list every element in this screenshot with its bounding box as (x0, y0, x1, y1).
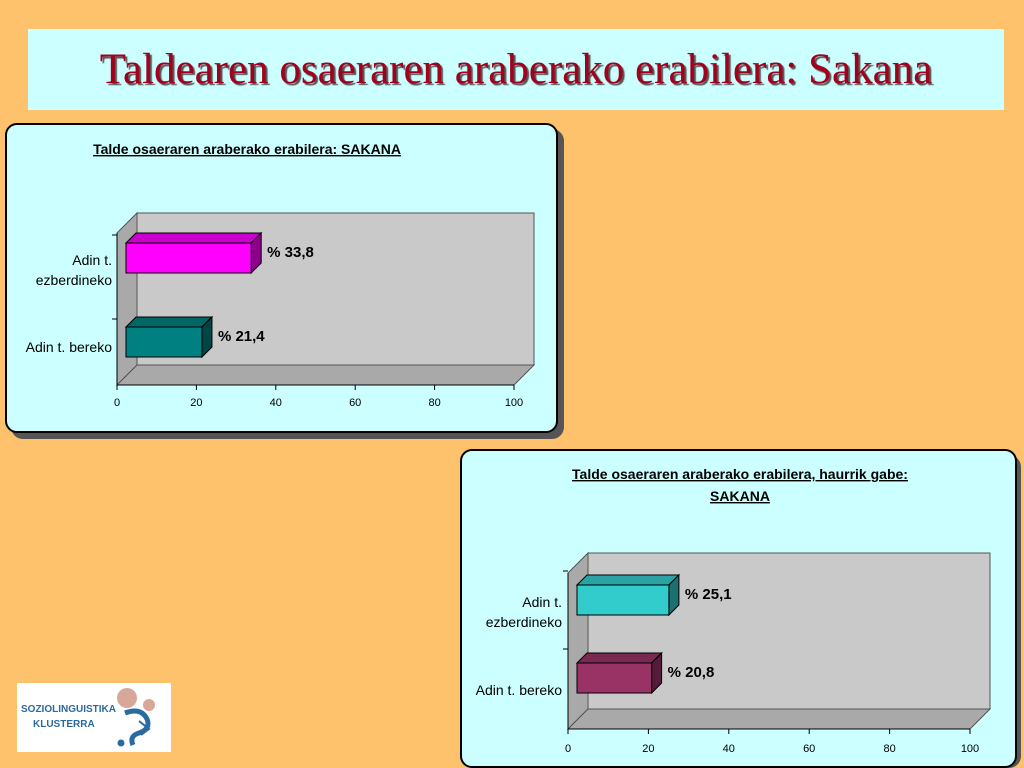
chart-1-x-tick-label: 0 (114, 397, 120, 409)
chart-2-data-label: % 25,1 (685, 586, 732, 603)
chart-1-title: Talde osaeraren araberako erabilera: SAK… (93, 141, 401, 157)
slide-title: Taldearen osaeraren araberako erabilera:… (99, 46, 933, 93)
chart-1-bar-top (124, 316, 214, 328)
chart-2-bar (576, 584, 670, 616)
chart-1-bar (125, 242, 252, 274)
logo-svg: SOZIOLINGUISTIKA KLUSTERRA (21, 688, 155, 747)
chart-1-x-tick-label: 60 (349, 397, 361, 409)
chart-1-x-tick-label: 80 (428, 397, 440, 409)
chart-2-bar-top (575, 652, 663, 664)
chart-1-x-tick-label: 100 (505, 397, 523, 409)
chart-2-x-tick-label: 0 (565, 743, 571, 755)
chart-2-category-label: Adin t. bereko (476, 682, 563, 698)
chart-1-x-tick-label: 40 (270, 397, 282, 409)
logo-text-line1: SOZIOLINGUISTIKA (21, 704, 116, 715)
chart-1-data-label: % 33,8 (267, 244, 314, 261)
chart-2-x-tick-label: 100 (961, 743, 979, 755)
chart-1-panel: Talde osaeraren araberako erabilera: SAK… (5, 123, 558, 433)
chart-1-bar-top (124, 232, 263, 244)
chart-1-data-label: % 21,4 (218, 328, 265, 345)
chart-2-data-label: % 20,8 (668, 664, 715, 681)
chart-1-category-label: Adin t. bereko (26, 339, 113, 355)
chart-1-bar (125, 326, 203, 358)
logo: SOZIOLINGUISTIKA KLUSTERRA (17, 683, 171, 752)
chart-1-svg: Talde osaeraren araberako erabilera: SAK… (26, 141, 536, 409)
chart-2-title: SAKANA (710, 488, 770, 504)
chart-1-floor (115, 364, 536, 386)
logo-mark-icon (117, 688, 155, 747)
chart-2-x-tick-label: 40 (723, 743, 735, 755)
chart-1-category-label: Adin t. (72, 252, 112, 268)
chart-2-x-tick-label: 60 (803, 743, 815, 755)
chart-2-category-label: Adin t. (522, 594, 562, 610)
chart-2-svg: Talde osaeraren araberako erabilera, hau… (476, 466, 992, 755)
chart-2-x-tick-label: 20 (642, 743, 654, 755)
chart-2-category-label: ezberdineko (486, 614, 562, 630)
slide-title-box: Taldearen osaeraren araberako erabilera:… (28, 29, 1004, 110)
chart-2-floor (566, 708, 992, 730)
chart-2-panel: Talde osaeraren araberako erabilera, hau… (460, 449, 1017, 768)
chart-2-title: Talde osaeraren araberako erabilera, hau… (572, 466, 908, 482)
chart-2-x-tick-label: 80 (883, 743, 895, 755)
chart-2-bar-top (575, 574, 681, 586)
chart-2-bar (576, 662, 653, 694)
chart-1-category-label: ezberdineko (36, 272, 112, 288)
chart-1-x-tick-label: 20 (190, 397, 202, 409)
logo-text-line2: KLUSTERRA (33, 719, 95, 730)
